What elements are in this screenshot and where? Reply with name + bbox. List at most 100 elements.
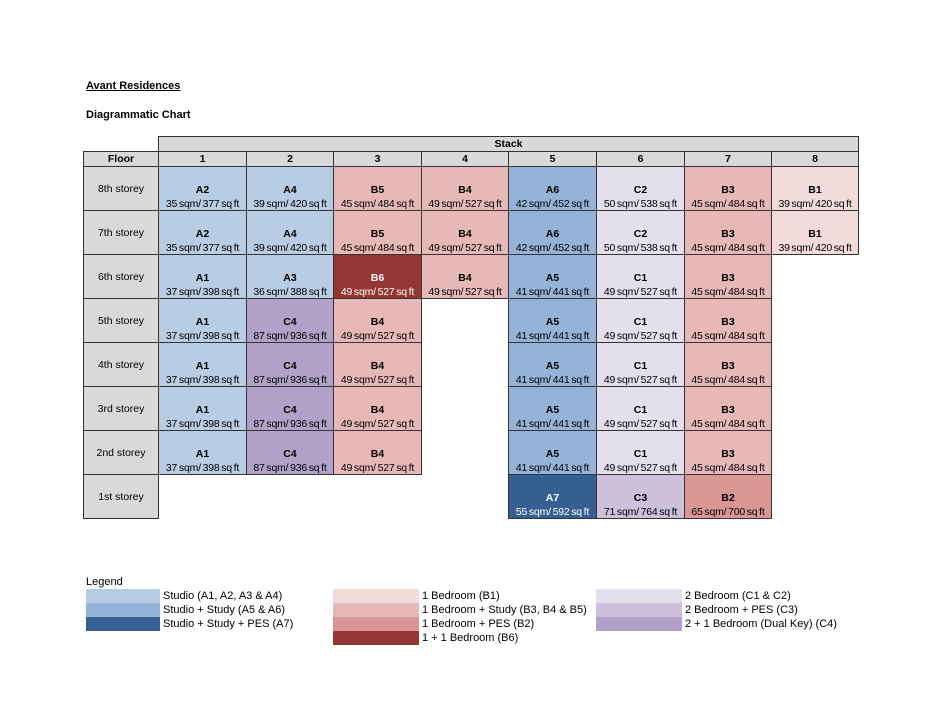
legend-label: 1 Bedroom + PES (B2)	[422, 618, 535, 630]
legend-label: Studio (A1, A2, A3 & A4)	[163, 590, 283, 602]
floor-label: 7th storey	[83, 210, 159, 255]
unit-area: 49 sqm/ 527 sq ft	[340, 374, 415, 386]
unit-area: 45 sqm/ 484 sq ft	[340, 242, 415, 254]
unit-type: A5	[545, 360, 560, 372]
unit-type: B3	[721, 448, 735, 460]
legend-swatch	[333, 603, 419, 617]
floor-label: 4th storey	[83, 342, 159, 387]
unit-cell: A6 42 sqm/ 452 sq ft	[508, 210, 597, 255]
unit-cell: A7 55 sqm/ 592 sq ft	[508, 474, 597, 519]
unit-type: A3	[283, 272, 297, 284]
unit-cell: B1 39 sqm/ 420 sq ft	[770, 210, 860, 255]
empty-cell	[772, 343, 859, 387]
unit-type: A2	[195, 184, 210, 196]
unit-type: C4	[283, 360, 297, 372]
unit-area: 45 sqm/ 484 sq ft	[691, 198, 765, 210]
unit-area: 42 sqm/ 452 sq ft	[515, 198, 590, 210]
unit-type: B4	[458, 272, 472, 284]
unit-cell: A2 35 sqm/ 377 sq ft	[158, 210, 247, 255]
unit-cell: A1 37 sqm/ 398 sq ft	[158, 386, 247, 431]
unit-type: B4	[370, 360, 385, 372]
legend-label: Studio + Study (A5 & A6)	[163, 604, 285, 616]
unit-type: C4	[283, 316, 297, 328]
unit-area: 87 sqm/ 936 sq ft	[253, 462, 327, 474]
unit-area: 41 sqm/ 441 sq ft	[515, 374, 590, 386]
unit-type: A5	[545, 316, 560, 328]
legend-swatch	[596, 589, 682, 603]
empty-cell	[334, 475, 422, 519]
legend-label: 1 Bedroom + Study (B3, B4 & B5)	[422, 604, 587, 616]
unit-cell: A2 35 sqm/ 377 sq ft	[158, 166, 247, 211]
unit-cell: B3 45 sqm/ 484 sq ft	[684, 166, 772, 211]
unit-area: 87 sqm/ 936 sq ft	[253, 374, 327, 386]
unit-type: A6	[545, 184, 560, 196]
unit-area: 71 sqm/ 764 sq ft	[603, 506, 678, 518]
unit-chart-table: Stack Floor 1 2 3 4 5 6 7 8 8th storey A2 35 sqm/ 37…	[83, 136, 860, 519]
legend-swatch	[333, 617, 419, 631]
floor-row: 7th storey A2 35 sqm/ 377 sq ft A4 39 sqm/ 4…	[83, 210, 860, 255]
unit-type: B3	[721, 360, 735, 372]
empty-cell	[422, 343, 509, 387]
unit-cell: A5 41 sqm/ 441 sq ft	[508, 254, 597, 299]
legend-item: 2 + 1 Bedroom (Dual Key) (C4)	[596, 617, 837, 631]
unit-cell: C4 87 sqm/ 936 sq ft	[246, 386, 334, 431]
legend-item: 1 Bedroom + Study (B3, B4 & B5)	[333, 603, 587, 617]
legend-title: Legend	[86, 576, 123, 588]
unit-area: 49 sqm/ 527 sq ft	[428, 242, 502, 254]
floor-label: 8th storey	[83, 166, 159, 211]
unit-cell: B3 45 sqm/ 484 sq ft	[684, 254, 772, 299]
legend-label: 1 Bedroom (B1)	[422, 590, 500, 602]
unit-cell: B4 49 sqm/ 527 sq ft	[421, 254, 509, 299]
unit-cell: C4 87 sqm/ 936 sq ft	[246, 342, 334, 387]
unit-area: 49 sqm/ 527 sq ft	[340, 418, 415, 430]
legend-item: 2 Bedroom (C1 & C2)	[596, 589, 791, 603]
unit-cell: B3 45 sqm/ 484 sq ft	[684, 430, 772, 475]
unit-type: A4	[283, 184, 297, 196]
unit-cell: A5 41 sqm/ 441 sq ft	[508, 342, 597, 387]
empty-cell	[772, 387, 859, 431]
unit-type: B4	[370, 404, 385, 416]
unit-cell: C4 87 sqm/ 936 sq ft	[246, 430, 334, 475]
legend-item: 1 + 1 Bedroom (B6)	[333, 631, 518, 645]
unit-area: 41 sqm/ 441 sq ft	[515, 418, 590, 430]
unit-area: 45 sqm/ 484 sq ft	[340, 198, 415, 210]
unit-cell: B3 45 sqm/ 484 sq ft	[684, 386, 772, 431]
unit-type: A6	[545, 228, 560, 240]
unit-type: C1	[633, 404, 648, 416]
unit-cell: A1 37 sqm/ 398 sq ft	[158, 254, 247, 299]
unit-cell: B4 49 sqm/ 527 sq ft	[333, 430, 422, 475]
unit-area: 45 sqm/ 484 sq ft	[691, 462, 765, 474]
unit-type: B2	[721, 492, 735, 504]
unit-area: 49 sqm/ 527 sq ft	[603, 286, 678, 298]
stack-number: 3	[333, 151, 422, 167]
unit-cell: A6 42 sqm/ 452 sq ft	[508, 166, 597, 211]
floor-row: 6th storey A1 37 sqm/ 398 sq ft A3 36 sqm/ 3…	[83, 254, 859, 299]
unit-area: 55 sqm/ 592 sq ft	[515, 506, 590, 518]
unit-area: 41 sqm/ 441 sq ft	[515, 286, 590, 298]
legend-label: 2 Bedroom (C1 & C2)	[685, 590, 791, 602]
unit-area: 45 sqm/ 484 sq ft	[691, 330, 765, 342]
unit-type: B4	[458, 184, 472, 196]
unit-area: 49 sqm/ 527 sq ft	[603, 374, 678, 386]
unit-type: B3	[721, 272, 735, 284]
legend-item: Studio (A1, A2, A3 & A4)	[86, 589, 282, 603]
unit-type: A2	[195, 228, 210, 240]
unit-cell: A1 37 sqm/ 398 sq ft	[158, 430, 247, 475]
unit-area: 39 sqm/ 420 sq ft	[778, 242, 852, 254]
unit-type: C4	[283, 448, 297, 460]
legend-swatch	[596, 617, 682, 631]
unit-area: 49 sqm/ 527 sq ft	[603, 330, 678, 342]
legend-swatch	[596, 603, 682, 617]
floor-label: 5th storey	[83, 298, 159, 343]
empty-cell	[422, 387, 509, 431]
unit-area: 65 sqm/ 700 sq ft	[691, 506, 765, 518]
unit-type: A1	[195, 404, 210, 416]
unit-area: 50 sqm/ 538 sq ft	[603, 198, 678, 210]
unit-type: B5	[370, 184, 385, 196]
floor-row: 8th storey A2 35 sqm/ 377 sq ft A4 39 sqm/ 4…	[83, 166, 860, 211]
unit-area: 50 sqm/ 538 sq ft	[603, 242, 678, 254]
unit-area: 49 sqm/ 527 sq ft	[603, 462, 678, 474]
legend-item: Studio + Study + PES (A7)	[86, 617, 293, 631]
empty-cell	[247, 475, 334, 519]
unit-type: A1	[195, 316, 210, 328]
